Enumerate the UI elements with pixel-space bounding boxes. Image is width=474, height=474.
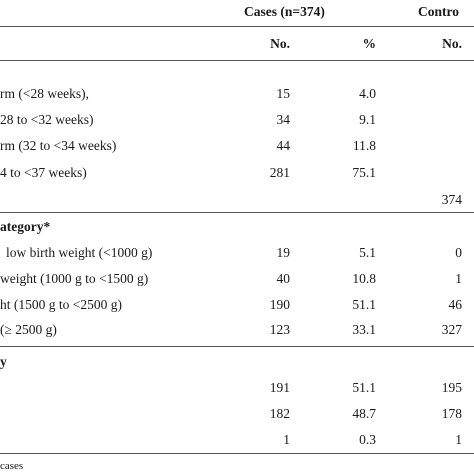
row-no: 191 [269, 380, 290, 395]
row-no: 190 [269, 297, 290, 312]
row-label: low birth weight (<1000 g) [6, 245, 153, 260]
row-ctrl: 178 [441, 406, 462, 421]
cases-group-header: Cases (n=374) [244, 4, 325, 19]
row-pct: 33.1 [352, 322, 376, 337]
row-no: 1 [283, 432, 290, 447]
row-pct: 48.7 [352, 406, 376, 421]
row-pct: 75.1 [352, 165, 376, 180]
row-no: 15 [276, 86, 291, 101]
row-no: 34 [276, 112, 291, 127]
row-label: ht (1500 g to <2500 g) [0, 297, 122, 312]
row-pct: 5.1 [359, 245, 376, 260]
row-ctrl: 46 [448, 297, 463, 312]
row-no: 182 [269, 406, 290, 421]
table-bottom-rule [0, 453, 474, 454]
row-ctrl: 1 [455, 432, 462, 447]
controls-group-header: Contro [418, 4, 460, 19]
cases-group-underline [240, 26, 385, 27]
row-pct: 4.0 [359, 86, 376, 101]
section-title: ategory* [0, 219, 51, 234]
section2-top-rule [0, 212, 474, 213]
row-no: 281 [269, 165, 290, 180]
row-ctrl: 374 [441, 192, 462, 207]
col-header-no-controls: No. [442, 36, 462, 51]
section-title: y [0, 354, 7, 369]
row-ctrl: 195 [441, 380, 462, 395]
col-header-pct-cases: % [362, 36, 377, 51]
row-no: 123 [269, 322, 290, 337]
row-no: 40 [276, 271, 291, 286]
row-no: 19 [276, 245, 291, 260]
row-label: 4 to <37 weeks) [0, 165, 87, 180]
header-top-rule [0, 26, 474, 27]
row-label: (≥ 2500 g) [0, 322, 57, 337]
row-pct: 51.1 [352, 297, 376, 312]
row-pct: 9.1 [359, 112, 376, 127]
footnote: cases [0, 460, 24, 472]
row-ctrl: 327 [441, 322, 462, 337]
section3-top-rule [0, 346, 474, 347]
row-label: rm (<28 weeks), [0, 86, 89, 101]
row-pct: 0.3 [359, 432, 376, 447]
row-label: weight (1000 g to <1500 g) [0, 271, 149, 286]
row-pct: 10.8 [352, 271, 376, 286]
row-pct: 11.8 [352, 138, 376, 153]
row-label: 28 to <32 weeks) [0, 112, 94, 127]
row-no: 44 [276, 138, 291, 153]
row-ctrl: 1 [455, 271, 462, 286]
header-bottom-rule [0, 60, 474, 61]
row-ctrl: 0 [455, 245, 462, 260]
row-label: rm (32 to <34 weeks) [0, 138, 117, 153]
row-pct: 51.1 [352, 380, 376, 395]
col-header-no-cases: No. [270, 36, 290, 51]
